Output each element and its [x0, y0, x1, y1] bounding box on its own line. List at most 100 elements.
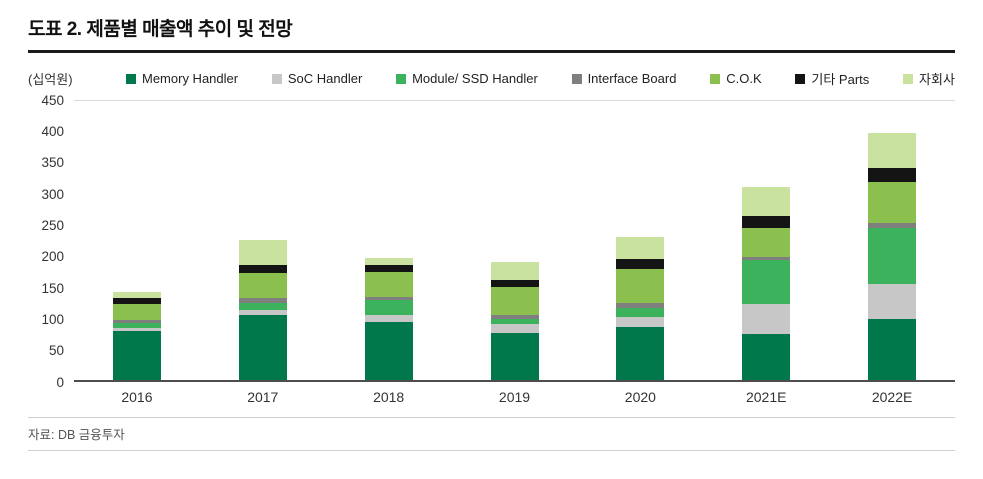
- y-axis: 0 50 100 150 200 250 300 350 400 450: [28, 93, 74, 388]
- bar-segment: [238, 265, 287, 273]
- bar-segment: [490, 318, 539, 324]
- legend-label: Interface Board: [587, 71, 677, 86]
- legend-swatch-icon: [710, 73, 721, 84]
- legend-label: 자회사: [919, 72, 955, 87]
- legend-swatch-icon: [396, 73, 407, 84]
- y-axis-tick-label: 200: [41, 248, 64, 264]
- legend-item: Memory Handler: [126, 71, 238, 86]
- stacked-bar: [868, 132, 917, 380]
- y-axis-tick-label: 300: [41, 186, 64, 202]
- bar-segment: [742, 215, 791, 229]
- legend-row: (십억원) Memory Handler SoC Handler Module/ S…: [28, 69, 955, 88]
- bar-column: [829, 132, 955, 380]
- plot-area: [74, 100, 955, 382]
- bar-segment: [616, 317, 665, 327]
- bar-segment: [490, 262, 539, 280]
- y-axis-tick-label: 150: [41, 280, 64, 296]
- bar-segment: [616, 307, 665, 318]
- legend-swatch-icon: [571, 73, 582, 84]
- legend-swatch-icon: [903, 73, 914, 84]
- bar-segment: [112, 323, 161, 328]
- bar-segment: [238, 297, 287, 303]
- bar-column: [74, 291, 200, 380]
- bar-segment: [490, 287, 539, 316]
- bar-segment: [490, 333, 539, 380]
- stacked-bar: [112, 291, 161, 380]
- stacked-bar: [490, 262, 539, 380]
- bar-segment: [238, 272, 287, 298]
- chart-legend: Memory Handler SoC Handler Module/ SSD Han…: [100, 69, 955, 88]
- legend-item: 기타 Parts: [795, 69, 869, 88]
- legend-item: SoC Handler: [271, 71, 363, 86]
- legend-label: 기타 Parts: [811, 72, 870, 87]
- y-axis-tick-label: 50: [48, 342, 64, 358]
- y-axis-tick-label: 0: [56, 374, 64, 390]
- bar-segment: [616, 302, 665, 308]
- bar-segment: [868, 227, 917, 285]
- bar-segment: [742, 304, 791, 335]
- bar-segment: [364, 296, 413, 300]
- bar-column: [326, 257, 452, 380]
- x-axis-tick-label: 2016: [121, 389, 153, 405]
- bar-segment: [742, 228, 791, 257]
- legend-swatch-icon: [795, 73, 806, 84]
- bar-segment: [742, 187, 791, 216]
- y-axis-tick-label: 250: [41, 217, 64, 233]
- bar-segment: [616, 259, 665, 269]
- bar-segment: [364, 257, 413, 266]
- legend-item: Interface Board: [571, 71, 677, 86]
- x-axis-tick-label: 2021E: [745, 389, 787, 405]
- x-axis-tick-label: 2019: [498, 389, 531, 405]
- bottom-divider: [28, 450, 955, 451]
- footer-divider: [28, 417, 955, 418]
- x-axis-tick-label: 2020: [624, 389, 656, 405]
- bar-segment: [742, 260, 791, 305]
- bar-segment: [868, 284, 917, 319]
- bar-segment: [490, 279, 539, 288]
- bar-segment: [742, 256, 791, 261]
- legend-label: SoC Handler: [287, 71, 363, 86]
- stacked-bar: [616, 237, 665, 380]
- legend-item: C.O.K: [710, 71, 762, 86]
- bar-segment: [616, 326, 665, 380]
- y-axis-tick-label: 100: [41, 311, 64, 327]
- bar-column: [577, 237, 703, 380]
- bar-segment: [868, 182, 917, 223]
- bar-segment: [238, 240, 287, 266]
- bar-segment: [364, 299, 413, 316]
- bar-column: [703, 187, 829, 380]
- bar-segment: [238, 315, 287, 380]
- bar-segment: [112, 328, 161, 332]
- legend-item: Module/ SSD Handler: [396, 71, 538, 86]
- legend-label: Memory Handler: [142, 71, 239, 86]
- bar-segment: [616, 237, 665, 260]
- y-axis-tick-label: 400: [41, 123, 64, 139]
- legend-item: 자회사: [903, 69, 955, 88]
- bar-segment: [616, 268, 665, 303]
- bar-segment: [112, 291, 161, 298]
- legend-swatch-icon: [126, 73, 136, 84]
- x-axis: 2016 2017 2018 2019 2020 2021E 2022E: [74, 389, 955, 405]
- bar-segment: [868, 168, 917, 183]
- bar-segment: [112, 304, 161, 320]
- bar-segment: [238, 302, 287, 311]
- x-axis-tick-label: 2017: [247, 389, 279, 405]
- y-axis-tick-label: 350: [41, 154, 64, 170]
- source-note: 자료: DB 금융투자: [28, 428, 125, 442]
- bar-column: [452, 262, 578, 380]
- bar-segment: [364, 271, 413, 297]
- stacked-bar-chart: 0 50 100 150 200 250 300 350 400 450: [28, 93, 955, 388]
- bar-column: [200, 240, 326, 380]
- bar-segment: [364, 265, 413, 272]
- x-axis-tick-label: 2022E: [871, 389, 913, 405]
- bar-segment: [364, 321, 413, 380]
- bar-segment: [868, 222, 917, 228]
- bar-segment: [868, 318, 917, 380]
- bar-segment: [112, 331, 161, 380]
- bars-row: [74, 101, 955, 380]
- bar-segment: [742, 334, 791, 380]
- stacked-bar: [742, 187, 791, 380]
- bar-segment: [490, 323, 539, 333]
- chart-title: 도표 2. 제품별 매출액 추이 및 전망: [28, 14, 955, 53]
